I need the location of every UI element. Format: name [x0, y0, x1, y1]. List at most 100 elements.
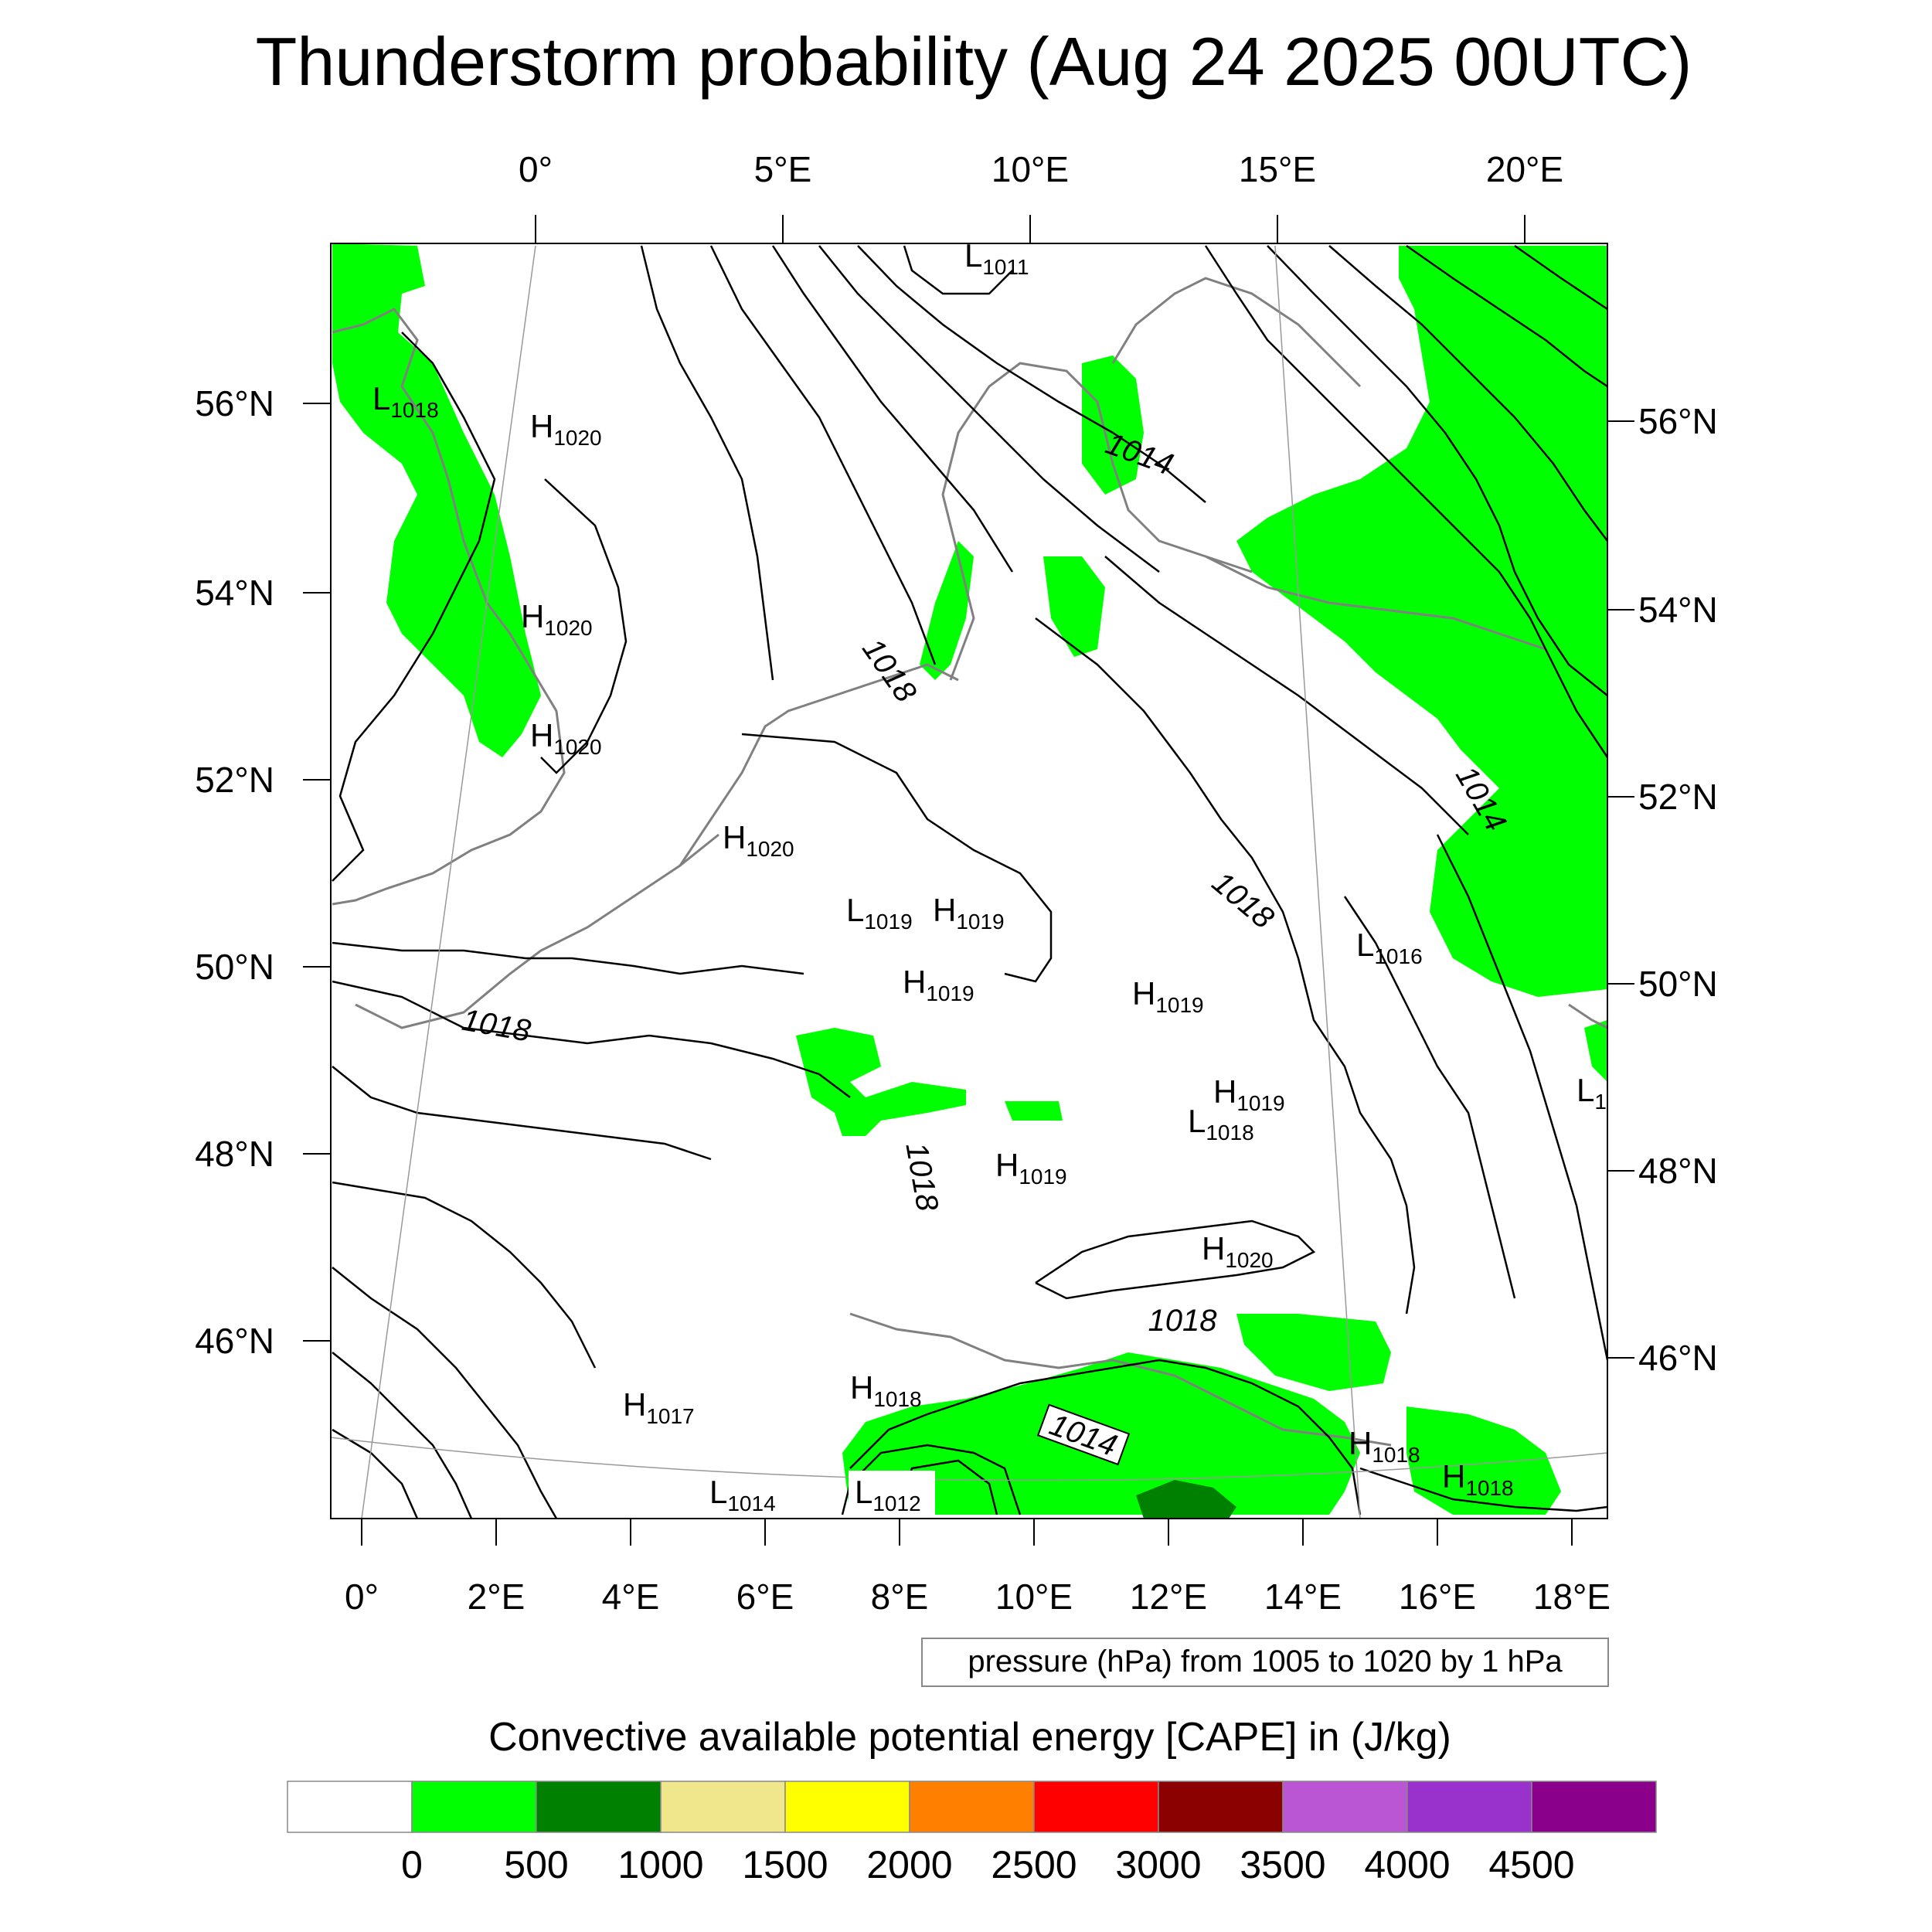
- isobar-east-5: [1514, 244, 1608, 311]
- low-pressure-center: L1019: [846, 892, 913, 934]
- isobar-east-2: [1204, 245, 1609, 758]
- cape-area-denmark: [920, 541, 974, 680]
- bottom-longitude-axis: 0° 2°E 4°E 6°E 8°E 10°E 12°E 14°E 16°E 18°E: [345, 1519, 1611, 1617]
- graticule: [330, 245, 1608, 1519]
- colorbar-swatch: [1158, 1781, 1284, 1833]
- isobar-alps-1014: [849, 1359, 1362, 1515]
- high-pressure-center: H1020: [530, 408, 602, 450]
- low-pressure-center: L1018: [372, 380, 439, 422]
- cape-area-central-small: [1005, 1101, 1063, 1121]
- cape-area-nw-britain: [332, 243, 541, 757]
- bottom-longitude-label: 0°: [345, 1577, 379, 1617]
- meridian-0: [361, 245, 536, 1519]
- low-pressure-center: L1014: [709, 1474, 776, 1515]
- bottom-longitude-label: 16°E: [1399, 1577, 1476, 1617]
- right-latitude-label: 46°N: [1638, 1338, 1718, 1378]
- cape-area-northeast: [1236, 246, 1607, 997]
- cape-area-germany-central: [796, 1028, 966, 1136]
- isobar-west-5: [332, 1267, 558, 1519]
- colorbar: [287, 1781, 1657, 1833]
- high-pressure-center: H1020: [723, 819, 794, 861]
- cape-area-alps-dark: [1136, 1480, 1236, 1519]
- isobar-south-east: [1359, 1467, 1608, 1512]
- bottom-longitude-label: 18°E: [1533, 1577, 1611, 1617]
- coastline-france-north: [355, 833, 719, 1029]
- cape-area-baltic-islands: [1082, 355, 1144, 495]
- isobar-east-1014: [1267, 245, 1608, 696]
- coastline-denmark: [941, 362, 1253, 681]
- map-frame: [330, 243, 1608, 1519]
- colorbar-tick-label: 0: [401, 1843, 423, 1886]
- colorbar-swatch: [1531, 1781, 1657, 1833]
- right-latitude-label: 56°N: [1638, 401, 1718, 441]
- cape-area-hungary: [1236, 1314, 1391, 1391]
- isobar-east-1018: [1035, 617, 1416, 1315]
- high-pressure-center: H1019: [933, 892, 1005, 934]
- border-alps: [849, 1312, 1392, 1447]
- high-pressure-center: H1020: [521, 598, 593, 640]
- isobar-west-4: [332, 1181, 597, 1369]
- isobar-alps-1018: [1035, 1219, 1316, 1300]
- colorbar-tick-label: 3500: [1240, 1843, 1325, 1886]
- map-panel: 1018 1014 1018 1014 1018 1018 1018 1014 …: [330, 237, 1609, 1519]
- high-pressure-center: H1019: [1213, 1073, 1285, 1115]
- cape-shading-500-1000: [1136, 1480, 1236, 1519]
- map-background: [331, 243, 1607, 1519]
- isobars: [332, 244, 1609, 1519]
- bottom-longitude-label: 14°E: [1264, 1577, 1342, 1617]
- left-latitude-label: 46°N: [195, 1321, 274, 1361]
- high-pressure-center: H1019: [995, 1147, 1067, 1189]
- right-latitude-axis: 56°N 54°N 52°N 50°N 48°N 46°N: [1607, 401, 1718, 1378]
- colorbar-swatch: [909, 1781, 1035, 1833]
- low-pressure-center: L1: [1577, 1072, 1607, 1114]
- top-longitude-label: 20°E: [1486, 149, 1563, 189]
- cape-area-east-border: [1584, 1020, 1607, 1082]
- right-latitude-label: 52°N: [1638, 777, 1718, 817]
- isobar-west-1: [332, 332, 496, 882]
- isobar-low-1011: [903, 245, 1013, 295]
- high-pressure-center: H1018: [1349, 1425, 1420, 1467]
- isobar-west-2: [332, 941, 804, 975]
- isobar-west-3: [332, 1066, 712, 1161]
- pressure-center-label-bg: [849, 1471, 935, 1515]
- high-pressure-center: H1018: [1442, 1458, 1514, 1500]
- high-pressure-center: H1017: [623, 1386, 695, 1428]
- colorbar-tick-label: 4000: [1364, 1843, 1450, 1886]
- contour-note: pressure (hPa) from 1005 to 1020 by 1 hP…: [968, 1645, 1563, 1679]
- top-longitude-label: 5°E: [754, 149, 812, 189]
- contour-note-box: [921, 1638, 1609, 1687]
- left-latitude-label: 56°N: [195, 383, 274, 423]
- parallel-45N: [330, 1437, 1608, 1481]
- low-pressure-center: L1011: [964, 237, 1029, 279]
- colorbar-swatch: [660, 1781, 786, 1833]
- high-pressure-center: H1020: [530, 717, 602, 759]
- colorbar-tick-label: 1000: [617, 1843, 703, 1886]
- left-latitude-label: 48°N: [195, 1134, 274, 1174]
- isobar-west-7: [332, 1428, 419, 1519]
- top-longitude-label: 15°E: [1239, 149, 1316, 189]
- isobar-east-1: [1104, 556, 1469, 835]
- isobar-east-4: [1406, 244, 1608, 388]
- left-latitude-label: 54°N: [195, 573, 274, 613]
- bottom-longitude-label: 12°E: [1130, 1577, 1207, 1617]
- isobar-north-1: [640, 245, 774, 681]
- coastlines: [332, 277, 1608, 1447]
- colorbar-swatch: [1033, 1781, 1159, 1833]
- low-pressure-center: L1012: [855, 1474, 921, 1515]
- colorbar-tick-label: 2000: [866, 1843, 952, 1886]
- cape-area-jutland-coast: [1043, 556, 1105, 657]
- coastline-baltic-south: [1205, 555, 1546, 651]
- bottom-longitude-label: 8°E: [871, 1577, 929, 1617]
- coastline-sweden: [1111, 277, 1362, 388]
- bottom-longitude-label: 4°E: [602, 1577, 660, 1617]
- colorbar-swatch: [536, 1781, 662, 1833]
- isobar-label: 1018: [1148, 1304, 1218, 1338]
- colorbar-swatch: [287, 1781, 413, 1833]
- isobar-north-4: [818, 245, 1160, 573]
- top-longitude-label: 0°: [519, 149, 553, 189]
- bottom-longitude-label: 2°E: [468, 1577, 526, 1617]
- meridian-15E: [1274, 245, 1361, 1519]
- colorbar-swatch: [784, 1781, 910, 1833]
- colorbar-tick-label: 2500: [991, 1843, 1077, 1886]
